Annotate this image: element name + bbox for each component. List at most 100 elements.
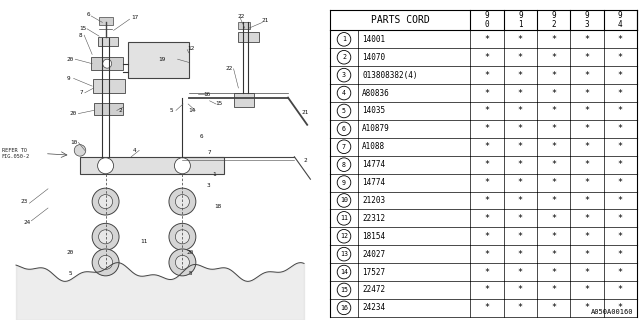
Circle shape — [175, 195, 189, 209]
Text: *: * — [484, 89, 490, 98]
Text: *: * — [551, 250, 556, 259]
Text: 12: 12 — [187, 45, 194, 51]
Text: 11: 11 — [340, 215, 348, 221]
Text: *: * — [518, 178, 523, 187]
Text: *: * — [551, 196, 556, 205]
Text: *: * — [484, 285, 490, 294]
Text: *: * — [618, 178, 623, 187]
Circle shape — [174, 158, 191, 174]
FancyBboxPatch shape — [95, 103, 123, 115]
Text: 5: 5 — [342, 108, 346, 114]
Text: 20: 20 — [67, 250, 74, 255]
Text: A10879: A10879 — [362, 124, 390, 133]
Text: 23: 23 — [20, 199, 28, 204]
Text: *: * — [484, 107, 490, 116]
Text: 15: 15 — [340, 287, 348, 293]
Text: 5: 5 — [170, 108, 173, 113]
Text: *: * — [584, 178, 589, 187]
Text: 2: 2 — [342, 54, 346, 60]
Text: *: * — [584, 107, 589, 116]
FancyBboxPatch shape — [128, 42, 189, 78]
Text: *: * — [518, 196, 523, 205]
Text: *: * — [518, 107, 523, 116]
Text: 15: 15 — [216, 100, 223, 106]
Text: 10: 10 — [70, 140, 77, 145]
Text: *: * — [584, 89, 589, 98]
Text: *: * — [551, 107, 556, 116]
Circle shape — [337, 158, 351, 172]
Text: 21203: 21203 — [362, 196, 385, 205]
Text: 24027: 24027 — [362, 250, 385, 259]
Text: 11: 11 — [140, 239, 148, 244]
Text: *: * — [584, 232, 589, 241]
Text: 9: 9 — [67, 76, 70, 81]
Text: 1: 1 — [212, 172, 216, 177]
Text: REFER TO
FIG.050-2: REFER TO FIG.050-2 — [2, 148, 29, 159]
Text: *: * — [551, 268, 556, 276]
FancyBboxPatch shape — [234, 93, 255, 107]
Text: *: * — [551, 160, 556, 169]
Text: 12: 12 — [340, 233, 348, 239]
Text: *: * — [618, 232, 623, 241]
Text: 20: 20 — [70, 111, 77, 116]
Text: 1: 1 — [342, 36, 346, 42]
Circle shape — [337, 265, 351, 279]
Text: PARTS CORD: PARTS CORD — [371, 15, 429, 25]
Text: *: * — [618, 196, 623, 205]
Text: 14774: 14774 — [362, 178, 385, 187]
Text: *: * — [584, 250, 589, 259]
Text: 9
2: 9 2 — [551, 11, 556, 29]
Text: *: * — [551, 71, 556, 80]
Text: *: * — [618, 107, 623, 116]
Text: *: * — [618, 89, 623, 98]
Text: *: * — [551, 89, 556, 98]
Text: *: * — [618, 160, 623, 169]
Text: *: * — [484, 268, 490, 276]
Text: 013808382(4): 013808382(4) — [362, 71, 418, 80]
Circle shape — [169, 249, 196, 276]
Text: 14070: 14070 — [362, 53, 385, 62]
Text: 14001: 14001 — [362, 35, 385, 44]
Text: A1088: A1088 — [362, 142, 385, 151]
Text: 2: 2 — [118, 108, 122, 113]
Text: *: * — [584, 268, 589, 276]
Text: 2: 2 — [304, 157, 307, 163]
Text: 9: 9 — [342, 180, 346, 186]
Text: *: * — [618, 142, 623, 151]
Text: 3: 3 — [206, 183, 210, 188]
Text: 17: 17 — [131, 15, 138, 20]
Text: *: * — [618, 250, 623, 259]
Text: *: * — [484, 142, 490, 151]
Text: *: * — [484, 124, 490, 133]
Text: *: * — [518, 285, 523, 294]
Circle shape — [74, 145, 86, 156]
Text: *: * — [518, 124, 523, 133]
Text: *: * — [518, 142, 523, 151]
Circle shape — [99, 195, 113, 209]
Text: 5: 5 — [189, 271, 192, 276]
Text: 13: 13 — [340, 251, 348, 257]
Text: 7: 7 — [342, 144, 346, 150]
Text: *: * — [551, 303, 556, 312]
Text: 18154: 18154 — [362, 232, 385, 241]
FancyBboxPatch shape — [99, 17, 113, 25]
Text: *: * — [618, 268, 623, 276]
Text: 9
0: 9 0 — [484, 11, 490, 29]
Text: 16: 16 — [203, 92, 210, 97]
Text: *: * — [484, 250, 490, 259]
Text: *: * — [484, 160, 490, 169]
Text: *: * — [584, 71, 589, 80]
Text: *: * — [551, 285, 556, 294]
Text: 4: 4 — [342, 90, 346, 96]
Text: *: * — [484, 178, 490, 187]
Text: *: * — [518, 214, 523, 223]
Text: *: * — [484, 214, 490, 223]
Text: *: * — [618, 71, 623, 80]
Text: 8: 8 — [78, 33, 82, 38]
Text: *: * — [618, 303, 623, 312]
Text: 24234: 24234 — [362, 303, 385, 312]
Text: 24: 24 — [24, 220, 31, 225]
Text: 3: 3 — [342, 72, 346, 78]
Text: 14: 14 — [340, 269, 348, 275]
Text: 14: 14 — [188, 108, 196, 113]
